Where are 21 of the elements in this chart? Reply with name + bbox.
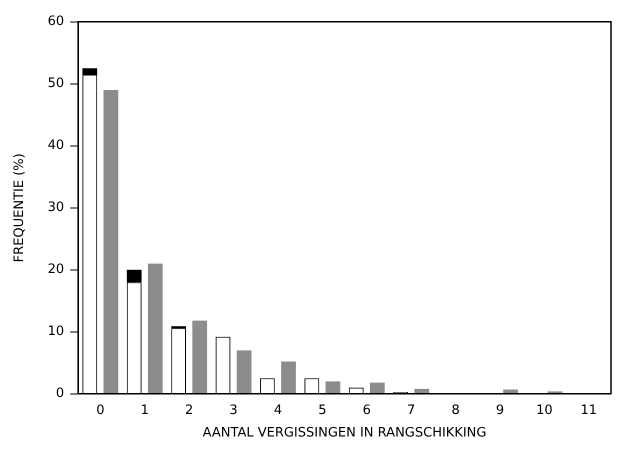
x-tick-label: 7 <box>407 402 416 418</box>
x-axis-title: AANTAL VERGISSINGEN IN RANGSCHIKKING <box>202 426 486 441</box>
x-tick-label: 5 <box>318 402 327 418</box>
x-tick-label: 1 <box>140 402 149 418</box>
x-tick-label: 3 <box>229 402 238 418</box>
x-tick-label: 8 <box>451 402 460 418</box>
y-tick-label: 60 <box>48 14 64 30</box>
x-tick-label: 11 <box>580 402 598 418</box>
x-tick-label: 0 <box>96 402 104 418</box>
x-tick-label: 10 <box>536 402 553 418</box>
y-tick-label: 30 <box>48 200 64 216</box>
y-tick-label: 50 <box>48 76 64 92</box>
x-tick-label: 2 <box>185 402 194 418</box>
y-tick-label: 40 <box>48 138 64 154</box>
y-tick-label: 10 <box>48 324 64 340</box>
x-tick-label: 9 <box>496 402 504 418</box>
y-axis-title: FREQUENTIE (%) <box>12 153 28 262</box>
y-tick-label: 20 <box>48 262 64 278</box>
x-tick-label: 4 <box>274 402 282 418</box>
x-tick-label: 6 <box>362 402 371 418</box>
y-tick-label: 0 <box>56 386 64 402</box>
